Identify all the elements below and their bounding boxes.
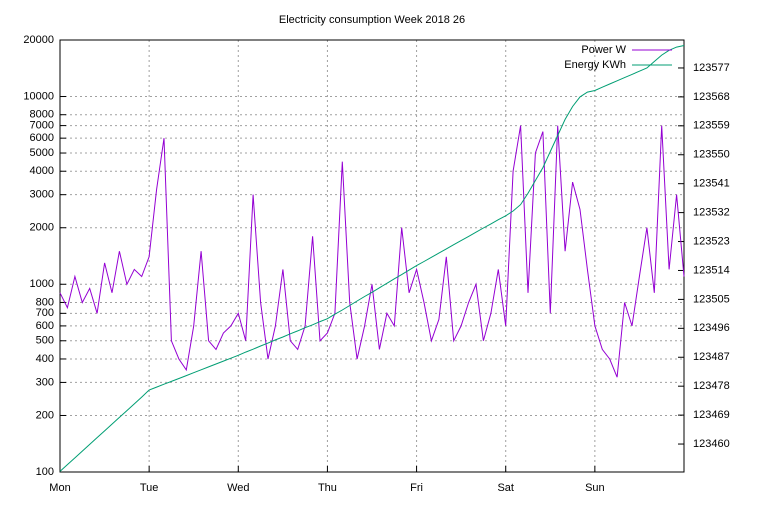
x-tick-label: Tue bbox=[140, 482, 159, 494]
y-tick-label: 8000 bbox=[30, 109, 54, 121]
y-tick-label: 5000 bbox=[30, 147, 54, 159]
x-tick-label: Sat bbox=[497, 482, 514, 494]
x-tick-label: Mon bbox=[49, 482, 70, 494]
y2-tick-label: 123496 bbox=[693, 322, 730, 334]
y-tick-label: 800 bbox=[36, 296, 54, 308]
x-tick-label: Fri bbox=[410, 482, 423, 494]
y-tick-label: 6000 bbox=[30, 132, 54, 144]
y2-tick-label: 123478 bbox=[693, 380, 730, 392]
y2-tick-label: 123514 bbox=[693, 264, 730, 276]
legend-label: Power W bbox=[581, 44, 626, 56]
y-tick-label: 4000 bbox=[30, 165, 54, 177]
y-tick-label: 400 bbox=[36, 353, 54, 365]
y-tick-label: 1000 bbox=[30, 278, 54, 290]
y2-tick-label: 123577 bbox=[693, 62, 730, 74]
y-tick-label: 2000 bbox=[30, 222, 54, 234]
y2-tick-label: 123532 bbox=[693, 207, 730, 219]
y2-tick-label: 123505 bbox=[693, 293, 730, 305]
plot-border bbox=[59, 39, 685, 473]
y-tick-label: 7000 bbox=[30, 120, 54, 132]
y-tick-label: 700 bbox=[36, 307, 54, 319]
y2-tick-label: 123469 bbox=[693, 409, 730, 421]
y-tick-label: 500 bbox=[36, 335, 54, 347]
y2-tick-label: 123541 bbox=[693, 178, 730, 190]
y2-tick-label: 123550 bbox=[693, 149, 730, 161]
legend-label: Energy KWh bbox=[564, 59, 626, 71]
chart-title: Electricity consumption Week 2018 26 bbox=[279, 14, 465, 26]
y-tick-label: 300 bbox=[36, 376, 54, 388]
y-tick-label: 20000 bbox=[23, 34, 54, 46]
series-line bbox=[59, 45, 685, 472]
y2-tick-label: 123523 bbox=[693, 235, 730, 247]
y2-tick-label: 123559 bbox=[693, 120, 730, 132]
y-tick-label: 600 bbox=[36, 320, 54, 332]
y2-tick-label: 123460 bbox=[693, 438, 730, 450]
x-tick-label: Wed bbox=[227, 482, 249, 494]
x-tick-label: Sun bbox=[585, 482, 605, 494]
y-tick-label: 100 bbox=[36, 466, 54, 478]
y-tick-label: 10000 bbox=[23, 90, 54, 102]
y2-tick-label: 123568 bbox=[693, 91, 730, 103]
series-line bbox=[59, 125, 685, 378]
y-tick-label: 3000 bbox=[30, 189, 54, 201]
y-tick-label: 200 bbox=[36, 409, 54, 421]
y2-tick-label: 123487 bbox=[693, 351, 730, 363]
x-tick-label: Thu bbox=[318, 482, 337, 494]
